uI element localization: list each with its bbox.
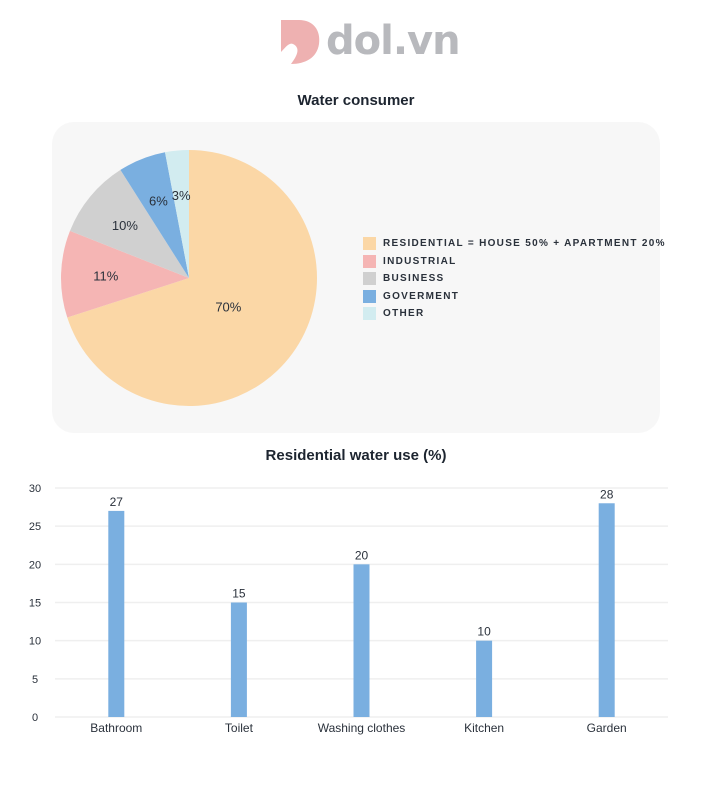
bar [108, 510, 125, 717]
bar [230, 602, 247, 717]
bar-chart: 0 5 10 15 20 25 30 27 Bathroom 15 Toilet 20 Washing … [29, 483, 668, 735]
pie-data-label: 3% [172, 188, 191, 203]
x-tick-label: Toilet [225, 721, 254, 735]
bar-data-label: 28 [600, 487, 614, 501]
legend-label: BUSINESS [383, 273, 445, 285]
bar-title: Residential water use (%) [265, 447, 447, 464]
pie-slice [165, 150, 189, 278]
logo-text: dol.vn [326, 18, 461, 64]
legend-label: RESIDENTIAL = HOUSE 50% + APARTMENT 20% [383, 238, 666, 250]
bar-data-label: 27 [110, 495, 124, 509]
legend-item: RESIDENTIAL = HOUSE 50% + APARTMENT 20% [363, 235, 666, 253]
legend-label: OTHER [383, 308, 425, 320]
logo-icon [281, 20, 320, 64]
pie-slice [67, 150, 317, 406]
pie-data-label: 6% [149, 194, 168, 209]
pie-slice [120, 152, 189, 278]
pie-data-label: 70% [215, 300, 241, 315]
y-tick-label: 15 [29, 598, 41, 610]
y-tick-label: 25 [29, 521, 41, 533]
bar [353, 564, 370, 717]
legend-swatch [363, 254, 376, 268]
x-tick-label: Kitchen [464, 721, 504, 735]
x-tick-label: Washing clothes [318, 721, 406, 735]
legend-swatch [363, 272, 376, 286]
y-tick-label: 10 [29, 636, 41, 648]
legend-label: GOVERMENT [383, 290, 460, 302]
legend-swatch [363, 289, 376, 303]
pie-data-label: 10% [112, 218, 138, 233]
legend-swatch [363, 307, 376, 321]
y-tick-label: 30 [29, 483, 41, 495]
legend-item: BUSINESS [363, 270, 666, 288]
bar-data-label: 10 [477, 625, 491, 639]
pie-data-label: 11% [93, 268, 118, 283]
pie-legend: RESIDENTIAL = HOUSE 50% + APARTMENT 20% I… [363, 235, 666, 323]
legend-item: GOVERMENT [363, 288, 666, 306]
legend-swatch [363, 237, 376, 251]
legend-item: INDUSTRIAL [363, 253, 666, 271]
x-tick-label: Bathroom [90, 721, 142, 735]
y-tick-label: 20 [29, 559, 41, 571]
pie-slice [61, 230, 190, 318]
pie-title: Water consumer [297, 92, 415, 109]
bar [598, 503, 615, 717]
legend-label: INDUSTRIAL [383, 255, 457, 267]
legend-item: OTHER [363, 305, 666, 323]
y-tick-label: 0 [32, 712, 38, 724]
bar-data-label: 20 [355, 548, 369, 562]
pie-chart: 70% 11% 10% 6% 3% [61, 150, 317, 406]
y-tick-label: 5 [32, 674, 38, 686]
bar-data-label: 15 [232, 587, 246, 601]
x-tick-label: Garden [587, 721, 627, 735]
pie-slice [69, 169, 189, 278]
bar [476, 640, 493, 717]
